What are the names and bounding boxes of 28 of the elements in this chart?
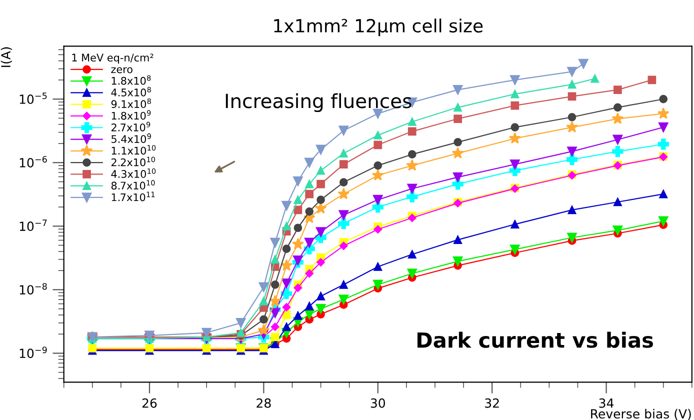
x-tick-label: 28 bbox=[256, 398, 271, 408]
legend-label: 1.8x10$^{9}$ bbox=[112, 110, 151, 120]
x-tick-label: 30 bbox=[370, 398, 386, 408]
legend-label: 4.3x10$^{10}$ bbox=[111, 168, 156, 178]
x-axis-title: Reverse bias (V) bbox=[591, 408, 691, 420]
legend-label: 8.7x10$^{10}$ bbox=[111, 180, 155, 190]
y-axis-title: I(A) bbox=[0, 47, 12, 67]
legend-label: 1.8x10$^{8}$ bbox=[112, 75, 151, 85]
legend-label: zero bbox=[111, 67, 132, 74]
y-tick-label: 10$^{−6}$ bbox=[20, 156, 47, 168]
legend-label: 9.1x10$^{8}$ bbox=[111, 98, 151, 108]
y-tick-label: 10$^{−8}$ bbox=[20, 283, 47, 295]
y-tick-label: 10$^{−9}$ bbox=[20, 346, 47, 358]
x-tick-label: 26 bbox=[142, 398, 157, 408]
y-tick-label: 10$^{−7}$ bbox=[20, 220, 47, 232]
chart-title: 1x1mm² 12μm cell size bbox=[274, 18, 483, 36]
legend-title: 1 MeV eq-n/cm² bbox=[72, 54, 154, 64]
legend-label: 4.5x10$^{8}$ bbox=[111, 86, 151, 96]
legend-label: 2.7x10$^{9}$ bbox=[111, 122, 150, 132]
legend-label: 5.4x10$^{9}$ bbox=[112, 133, 151, 143]
x-tick-label: 34 bbox=[599, 398, 614, 408]
legend-label: 1.7x10$^{11}$ bbox=[112, 192, 155, 202]
annotation: Dark current vs bias bbox=[417, 332, 653, 348]
annotation: Increasing fluences bbox=[226, 93, 412, 112]
x-tick-label: 32 bbox=[485, 398, 499, 408]
legend-label: 2.2x10$^{10}$ bbox=[111, 156, 156, 166]
y-tick-label: 10$^{−5}$ bbox=[20, 92, 47, 104]
legend-label: 1.1x10$^{10}$ bbox=[112, 145, 156, 155]
